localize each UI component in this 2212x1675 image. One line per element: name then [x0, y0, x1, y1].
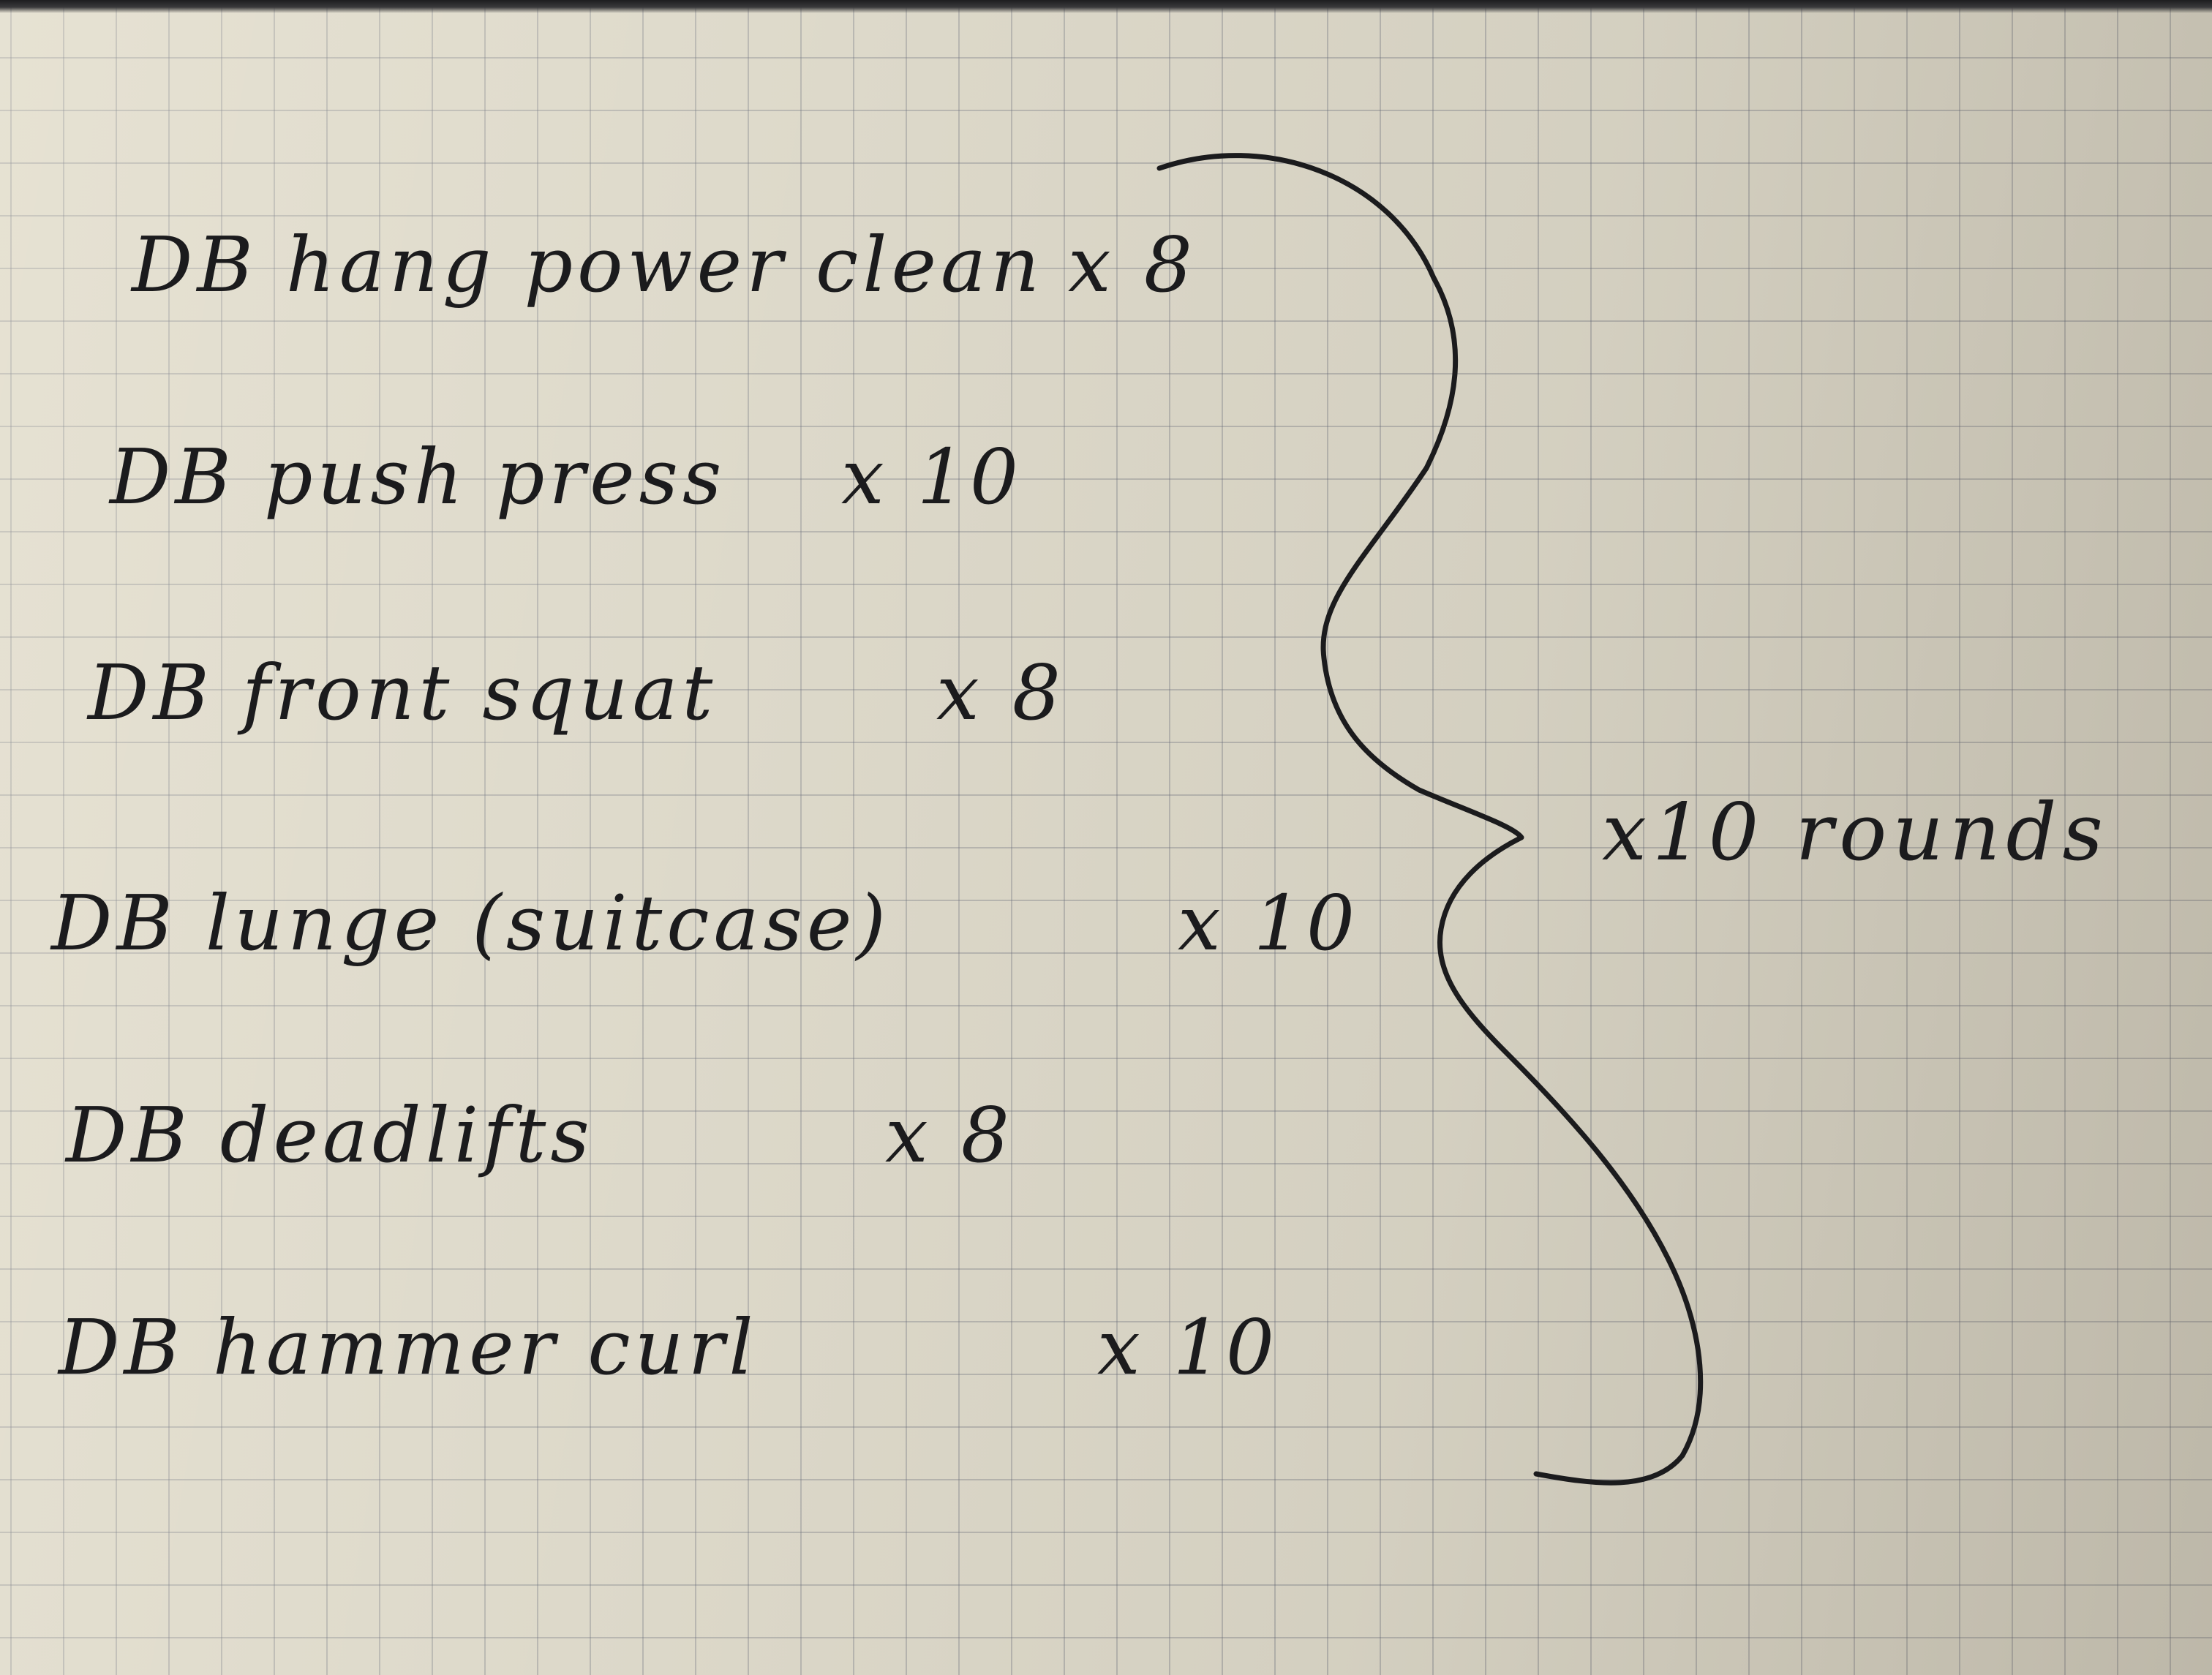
page-top-edge — [0, 0, 2212, 13]
exercise-name: DB lunge (suitcase) — [51, 878, 890, 968]
exercise-count: x 8 — [1068, 220, 1197, 309]
exercise-name: DB push press — [110, 432, 726, 522]
brace-stroke — [1156, 153, 1704, 1486]
exercise-count: x 10 — [1178, 878, 1360, 968]
exercise-count: x 10 — [841, 432, 1023, 522]
exercise-name: DB hammer curl — [59, 1303, 758, 1392]
exercise-name: DB front squat — [88, 648, 718, 737]
exercise-name: DB deadlifts — [66, 1091, 594, 1180]
exercise-count: x 10 — [1097, 1303, 1279, 1392]
exercise-count: x 8 — [885, 1091, 1014, 1180]
exercise-name: DB hang power clean — [132, 220, 1045, 309]
exercise-count: x 8 — [936, 648, 1065, 737]
rounds-note: x10 rounds — [1602, 787, 2109, 878]
